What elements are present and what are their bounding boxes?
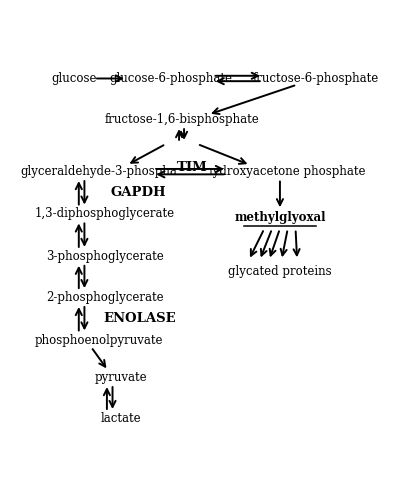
Text: GAPDH: GAPDH: [110, 186, 166, 200]
Text: dihydroxyacetone phosphate: dihydroxyacetone phosphate: [194, 165, 366, 178]
Text: fructose-6-phosphate: fructose-6-phosphate: [253, 72, 379, 85]
Text: phosphoenolpyruvate: phosphoenolpyruvate: [35, 334, 163, 347]
Text: 1,3-diphosphoglycerate: 1,3-diphosphoglycerate: [35, 208, 175, 220]
Text: pyruvate: pyruvate: [94, 371, 147, 384]
Text: glucose-6-phosphate: glucose-6-phosphate: [109, 72, 232, 85]
Text: ENOLASE: ENOLASE: [103, 312, 176, 325]
Text: glycated proteins: glycated proteins: [228, 265, 332, 278]
Text: TIM: TIM: [177, 160, 208, 173]
Text: 2-phosphoglycerate: 2-phosphoglycerate: [46, 291, 164, 304]
Text: glyceraldehyde-3-phosphate: glyceraldehyde-3-phosphate: [21, 165, 189, 178]
Text: lactate: lactate: [100, 412, 141, 426]
Text: methylglyoxal: methylglyoxal: [234, 212, 326, 224]
Text: fructose-1,6-bisphosphate: fructose-1,6-bisphosphate: [104, 113, 259, 126]
Text: 3-phosphoglycerate: 3-phosphoglycerate: [46, 250, 164, 263]
Text: glucose: glucose: [51, 72, 97, 85]
